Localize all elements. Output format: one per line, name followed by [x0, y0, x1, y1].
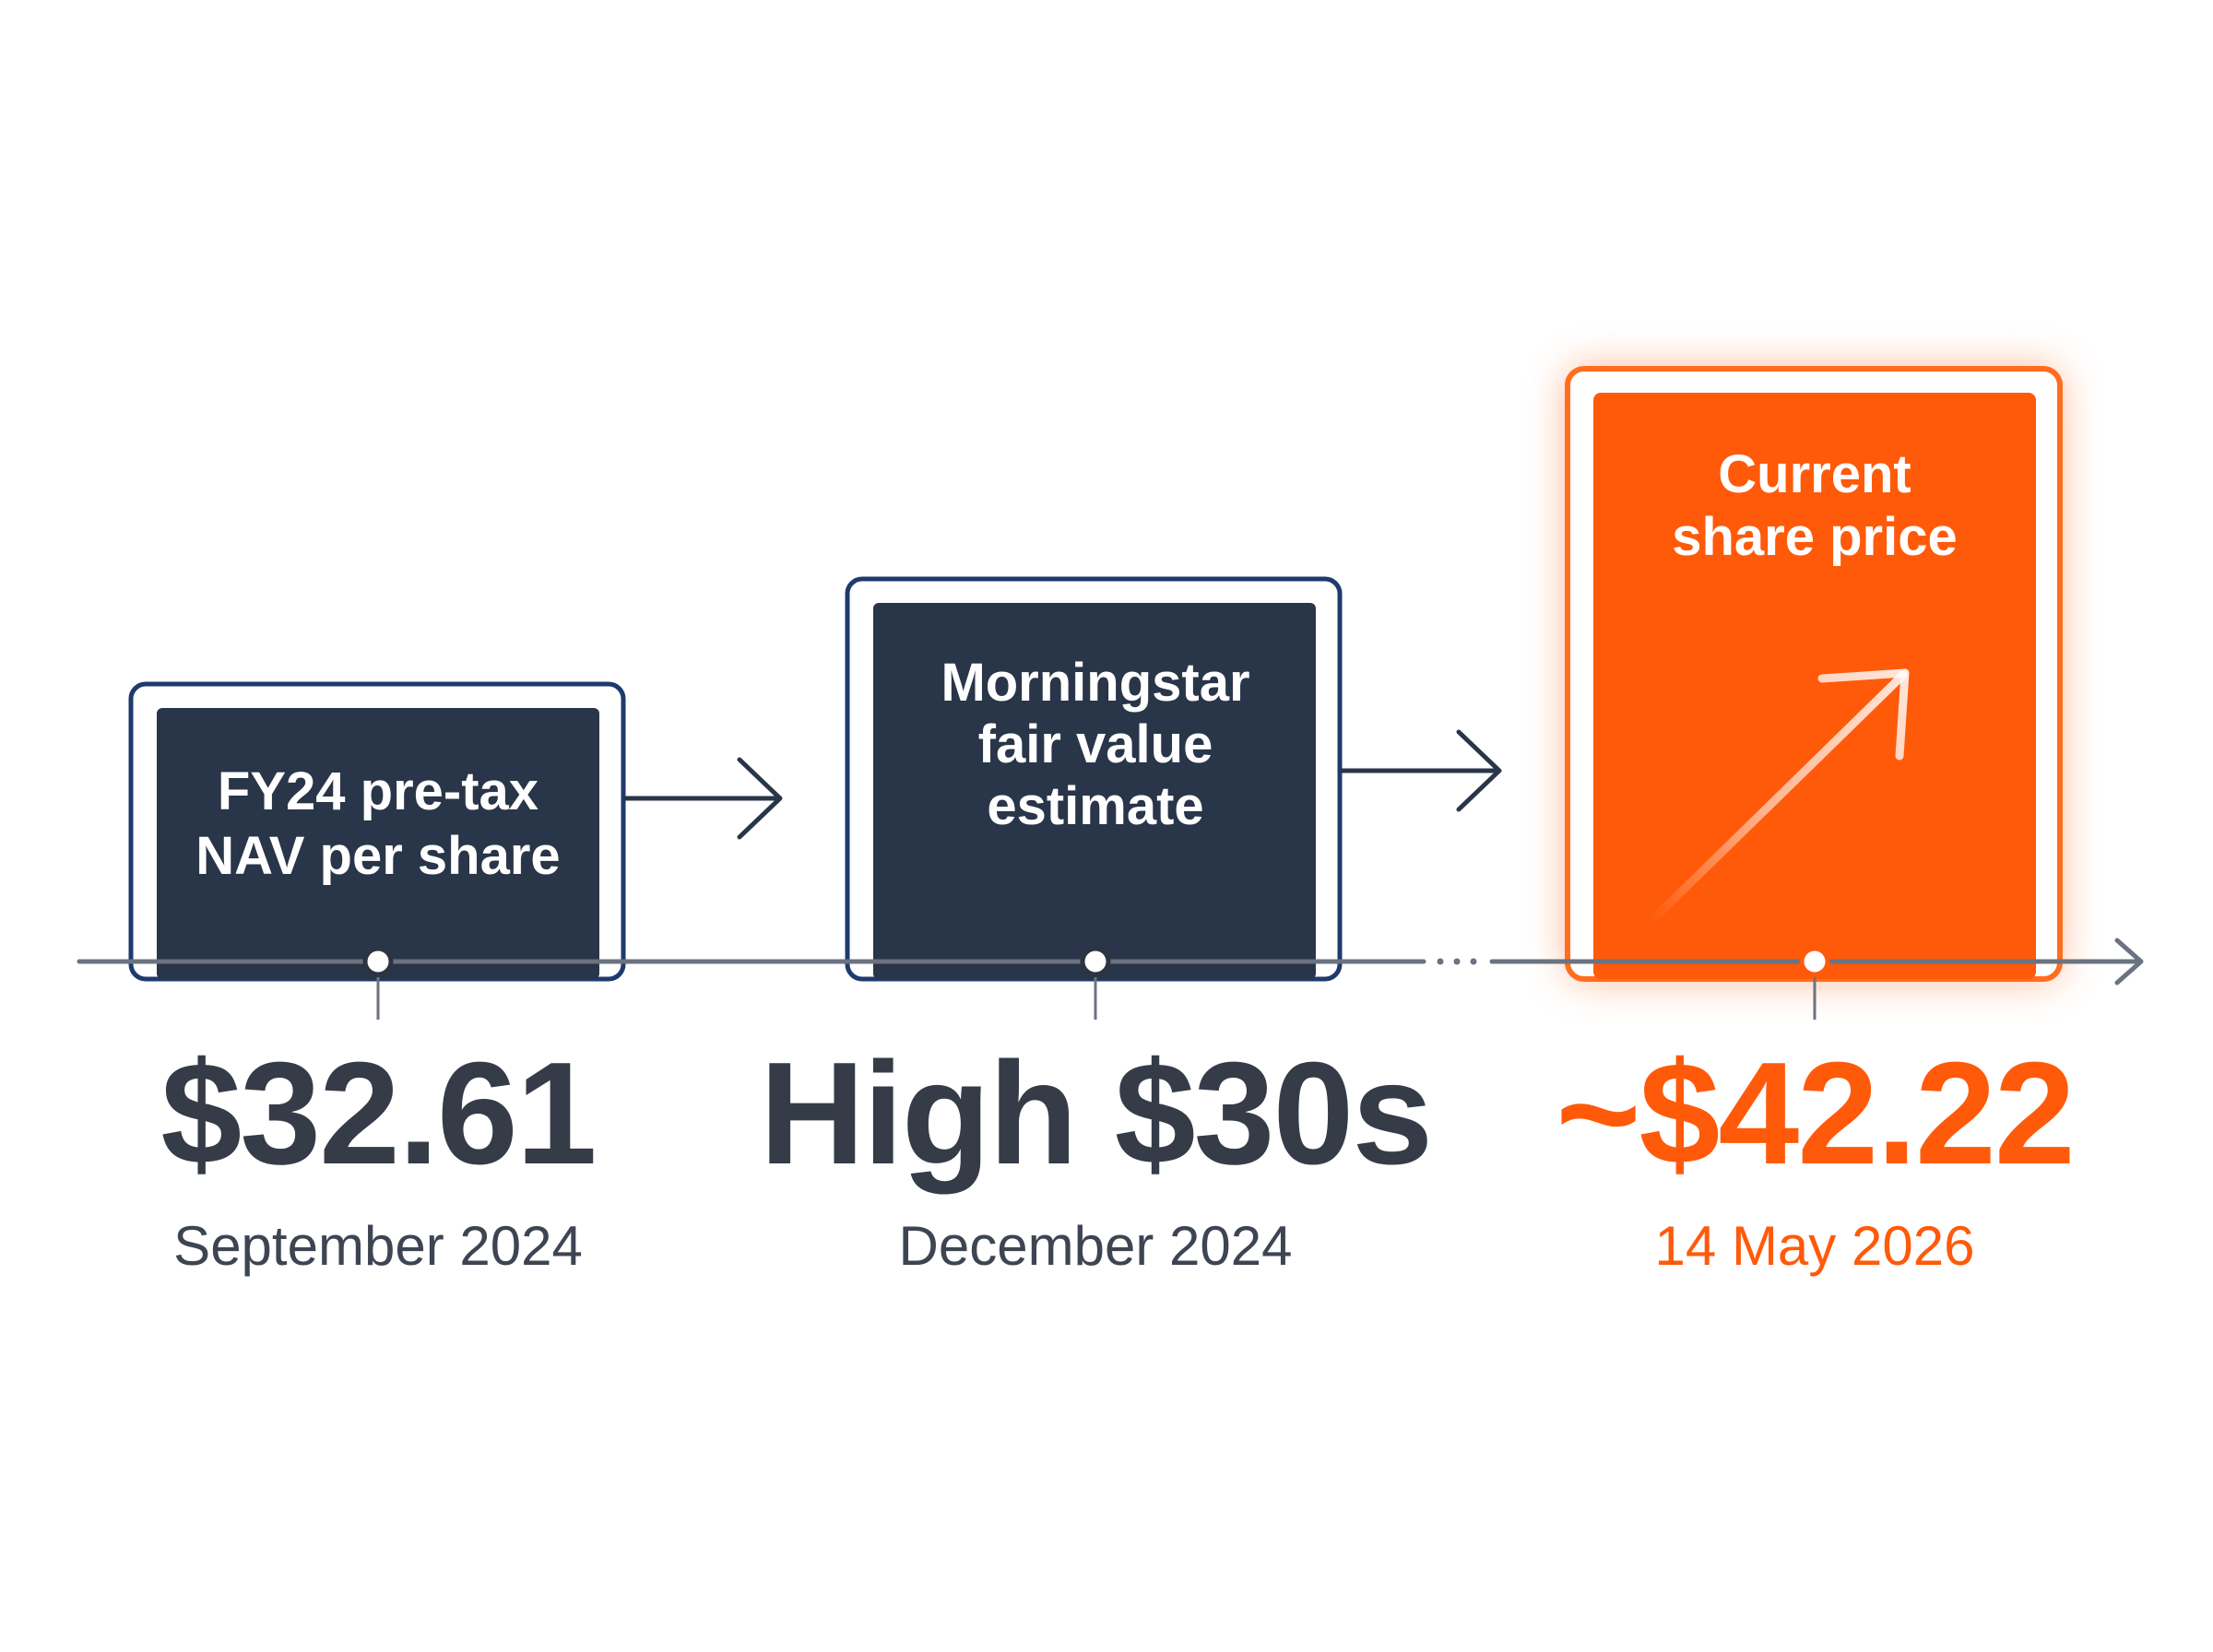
- milestone-card-fair-value: Morningstar fair value estimate: [845, 576, 1343, 982]
- milestone-date: 14 May 2026: [1655, 1215, 1975, 1277]
- card-label-line: estimate: [987, 776, 1203, 836]
- card-label-line: share price: [1672, 507, 1958, 567]
- timeline-marker: [1799, 946, 1830, 1020]
- milestone-card-nav: FY24 pre-tax NAV per share: [128, 681, 626, 982]
- timeline-gap-dots: [1437, 958, 1477, 965]
- timeline-marker: [362, 946, 394, 1020]
- milestone-date: December 2024: [899, 1215, 1293, 1277]
- milestone-value: High $30s: [760, 1032, 1431, 1195]
- milestone-card-share-price: Current share price: [1565, 366, 2063, 982]
- card-label-line: Morningstar: [941, 653, 1249, 713]
- card-label-line: fair value: [978, 714, 1213, 774]
- card-label-line: Current: [1718, 444, 1911, 504]
- flow-arrow-icon: [1339, 729, 1502, 812]
- trend-up-arrow-icon: [1648, 668, 1910, 925]
- flow-arrow-icon: [622, 757, 783, 840]
- card-label-line: NAV per share: [195, 826, 560, 886]
- timeline-marker: [1080, 946, 1111, 1020]
- milestone-value: ~$42.22: [1556, 1032, 2074, 1195]
- milestone-date: September 2024: [173, 1215, 583, 1277]
- card-label-line: FY24 pre-tax: [218, 761, 538, 821]
- milestone-value: $32.61: [160, 1032, 595, 1195]
